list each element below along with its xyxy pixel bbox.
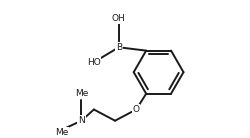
Text: B: B (116, 43, 122, 52)
Text: OH: OH (112, 14, 126, 23)
Text: Me: Me (55, 128, 68, 137)
Text: N: N (78, 116, 85, 125)
Text: O: O (133, 105, 140, 114)
Text: HO: HO (87, 58, 101, 67)
Text: Me: Me (75, 89, 88, 98)
